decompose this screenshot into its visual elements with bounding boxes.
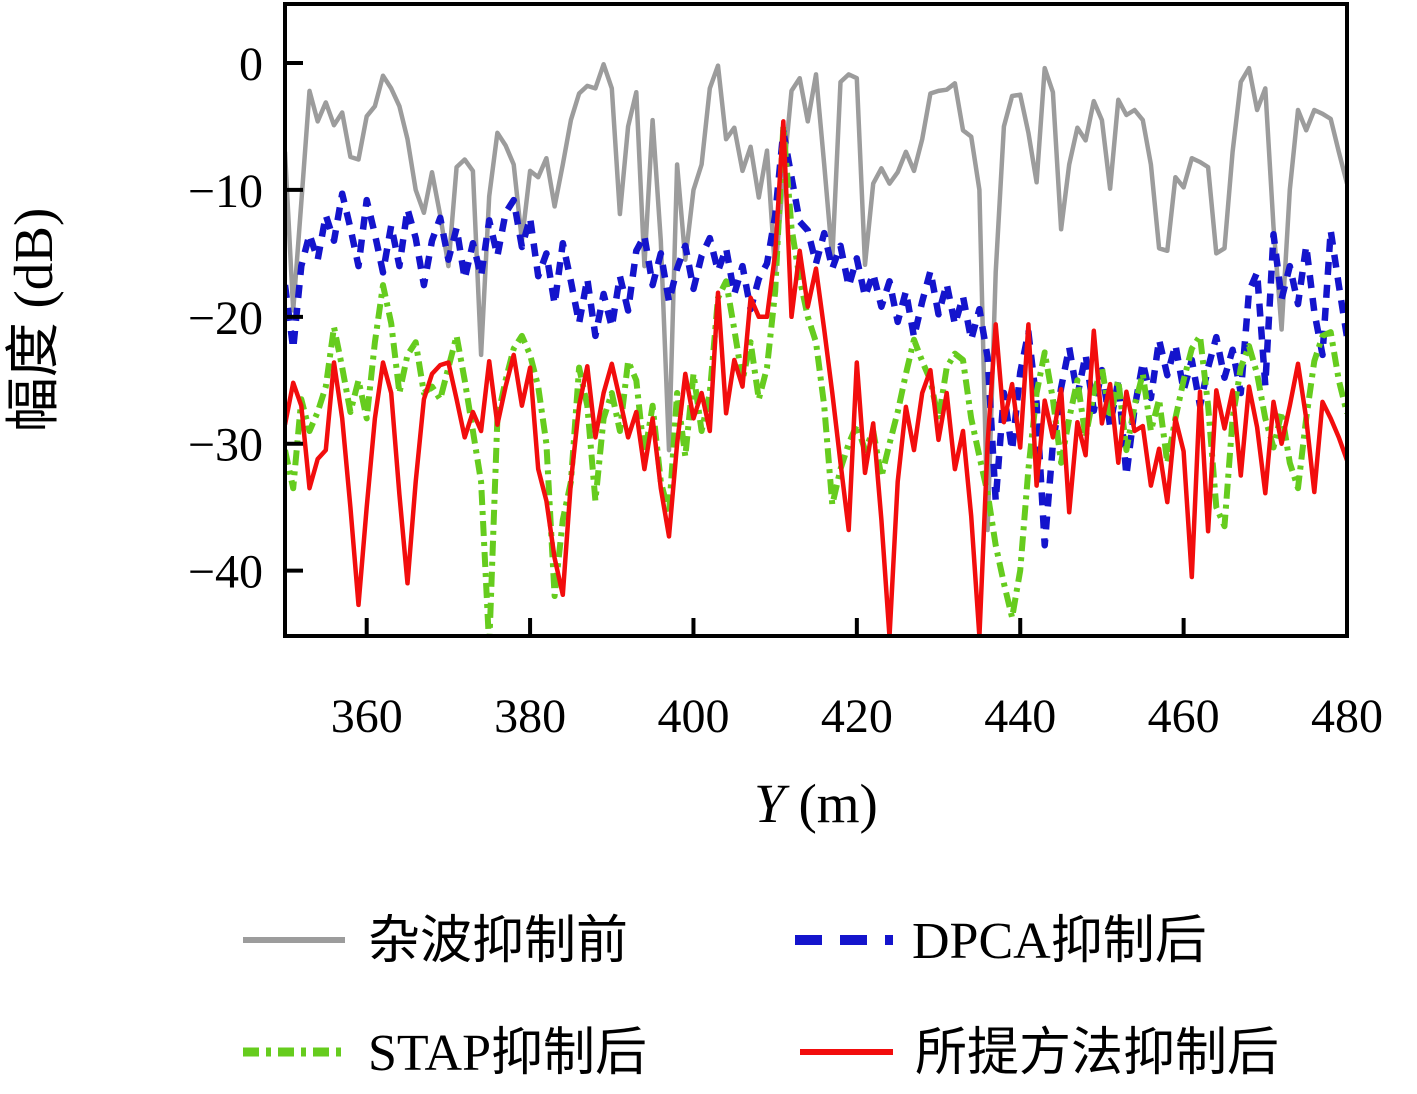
x-axis-label-symbol: Y (754, 773, 790, 834)
y-tick-label: −20 (188, 292, 263, 345)
x-tick-label: 460 (1148, 690, 1220, 743)
y-axis-label: 幅度 (dB) (3, 208, 64, 433)
legend-label-stap: STAP抑制后 (368, 1025, 647, 1082)
legend-label-before-suppression: 杂波抑制前 (368, 913, 628, 970)
x-tick-label: 420 (821, 690, 893, 743)
x-tick-label: 400 (657, 690, 729, 743)
series-line-2 (285, 123, 1347, 636)
legend-label-dpca: DPCA抑制后 (912, 913, 1207, 970)
y-tick-label: −10 (188, 165, 263, 218)
legend-label-proposed-method: 所提方法抑制后 (915, 1025, 1279, 1082)
y-tick-label: −40 (188, 546, 263, 599)
axis-ticks-layer: 360 380 400 420 440 460 480 0 −10 −20 −30 −40 (188, 38, 1383, 743)
y-tick-label: 0 (239, 38, 263, 91)
plot-frame (283, 2, 1349, 638)
series-lines-layer (285, 62, 1347, 636)
series-line-0 (285, 62, 1347, 533)
x-tick-label: 380 (494, 690, 566, 743)
series-line-1 (285, 128, 1347, 549)
x-tick-label: 440 (984, 690, 1056, 743)
series-line-3 (285, 119, 1347, 636)
x-tick-label: 480 (1311, 690, 1383, 743)
x-axis-label: Y (m) (754, 773, 878, 834)
y-tick-label: −30 (188, 419, 263, 472)
x-tick-label: 360 (331, 690, 403, 743)
legend: 杂波抑制前 DPCA抑制后 STAP抑制后 所提方法抑制后 (243, 913, 1279, 1082)
x-axis-label-unit: (m) (785, 773, 878, 834)
